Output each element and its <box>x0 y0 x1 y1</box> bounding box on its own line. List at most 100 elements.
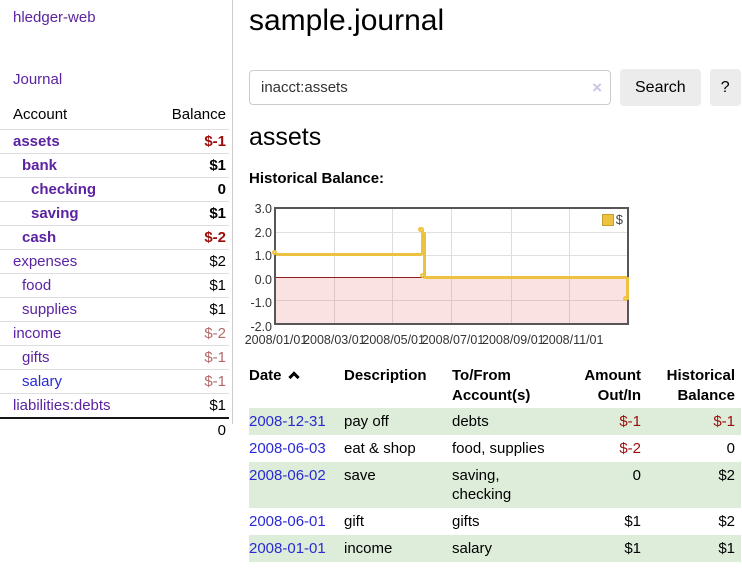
txn-description-cell: pay off <box>344 413 389 430</box>
chart-plot[interactable]: $ <box>271 207 629 325</box>
search-input[interactable] <box>249 70 611 105</box>
txn-date-link[interactable]: 2008-06-03 <box>249 440 326 457</box>
search-button[interactable]: Search <box>620 69 701 106</box>
help-button[interactable]: ? <box>709 69 741 106</box>
account-link[interactable]: gifts <box>22 349 50 366</box>
y-gridline <box>276 231 627 233</box>
x-gridline <box>333 209 335 323</box>
account-balance: $-1 <box>204 133 226 150</box>
data-point-marker <box>419 272 425 278</box>
txn-date-cell: 2008-06-02 <box>249 462 344 508</box>
txn-amount-cell: $-1 <box>619 413 641 430</box>
legend-swatch-icon <box>601 213 614 226</box>
txn-accounts-cell: salary <box>452 540 493 557</box>
balance-column-header-txn: Historical Balance <box>666 367 735 404</box>
txn-accounts-cell: gifts <box>452 513 480 530</box>
txn-date-cell: 2008-06-01 <box>249 508 344 535</box>
data-point-marker <box>271 250 277 256</box>
account-row: bank $1 <box>0 153 229 178</box>
data-point-marker <box>418 227 424 233</box>
account-balance: $-1 <box>204 373 226 390</box>
account-row: salary $-1 <box>0 369 229 394</box>
account-balance: $-1 <box>204 349 226 366</box>
x-gridline <box>510 209 512 323</box>
account-cell: liabilities:debts <box>0 394 151 419</box>
account-cell: supplies <box>0 298 151 322</box>
txn-description-cell: eat & shop <box>344 440 416 457</box>
description-header-label: Description <box>344 367 427 384</box>
account-link[interactable]: liabilities:debts <box>13 397 111 414</box>
txn-balance-cell: $-1 <box>713 413 735 430</box>
accounts-column-header: To/From Account(s) <box>452 367 531 404</box>
txn-table-body: 2008-12-31 pay off debts $-1 $-1 2008-06-03 ea… <box>249 408 741 562</box>
txn-balance-cell: $1 <box>718 540 735 557</box>
txn-date-cell: 2008-06-03 <box>249 435 344 462</box>
total-balance: 0 <box>217 422 226 439</box>
txn-balance-cell: $2 <box>718 513 735 530</box>
account-title: assets <box>249 123 322 151</box>
x-axis: 2008/01/01 2008/03/01 2008/05/01 2008/07/01… <box>245 333 631 349</box>
x-tick-label: 2008/11/01 <box>541 333 604 347</box>
txn-amount-cell: $1 <box>624 540 641 557</box>
txn-balance-cell: $2 <box>718 467 735 484</box>
brand-link[interactable]: hledger-web <box>13 9 96 26</box>
account-link[interactable]: cash <box>22 229 57 246</box>
txn-date-link[interactable]: 2008-06-01 <box>249 513 326 530</box>
transaction-row: 2008-12-31 pay off debts $-1 $-1 <box>249 408 741 435</box>
txn-date-link[interactable]: 2008-01-01 <box>249 540 326 557</box>
account-cell: gifts <box>0 346 151 370</box>
x-tick-label: 2008/01/01 <box>244 333 308 347</box>
txn-amount-cell: 0 <box>632 467 641 484</box>
account-row: liabilities:debts $1 <box>0 393 229 419</box>
account-cell: bank <box>0 154 151 178</box>
sidebar: hledger-web Journal Account Balance asse… <box>0 0 232 582</box>
x-gridline <box>451 209 453 323</box>
account-link[interactable]: expenses <box>13 253 78 270</box>
account-cell: salary <box>0 370 151 394</box>
account-cell: expenses <box>0 250 151 274</box>
account-link[interactable]: supplies <box>22 301 78 318</box>
account-row: food $1 <box>0 273 229 298</box>
x-gridline <box>392 209 394 323</box>
account-cell: income <box>0 322 151 346</box>
clear-search-icon[interactable]: × <box>592 77 602 97</box>
chart-legend: $ <box>599 211 625 228</box>
account-balance: 0 <box>217 181 226 198</box>
series-segment <box>422 231 426 278</box>
description-column-header: Description <box>344 360 452 408</box>
account-balance: $-2 <box>204 325 226 342</box>
transactions-header-row: Date Description To/From Account(s) Amou… <box>249 360 741 408</box>
total-spacer <box>0 418 151 442</box>
account-link[interactable]: income <box>13 325 62 342</box>
y-tick-label: 0.0 <box>254 272 272 287</box>
account-row: gifts $-1 <box>0 345 229 370</box>
account-cell: cash <box>0 226 151 250</box>
account-link[interactable]: salary <box>22 373 63 390</box>
txn-description-cell: save <box>344 467 376 484</box>
total-row: 0 <box>0 418 229 442</box>
account-link[interactable]: assets <box>13 133 60 150</box>
account-cell: assets <box>0 130 151 154</box>
account-cell: saving <box>0 202 151 226</box>
account-table-body: assets $-1 bank $1 checking 0 saving $1 cash $-2 e… <box>0 129 229 419</box>
account-row: assets $-1 <box>0 129 229 154</box>
txn-amount-cell: $-2 <box>619 440 641 457</box>
y-gridline <box>276 254 627 256</box>
series-segment <box>420 231 424 255</box>
txn-amount-cell: $1 <box>624 513 641 530</box>
y-gridline <box>276 300 627 302</box>
txn-date-link[interactable]: 2008-12-31 <box>249 413 326 430</box>
x-gridline <box>569 209 571 323</box>
y-tick-label: 2.0 <box>254 225 272 240</box>
txn-accounts-cell: debts <box>452 413 489 430</box>
account-link[interactable]: food <box>22 277 52 294</box>
account-link[interactable]: checking <box>31 181 97 198</box>
account-link[interactable]: bank <box>22 157 58 174</box>
account-link[interactable]: saving <box>31 205 79 222</box>
negative-region <box>276 277 627 323</box>
txn-description-cell: income <box>344 540 393 557</box>
sidebar-item-journal[interactable]: Journal <box>13 71 63 88</box>
txn-date-link[interactable]: 2008-06-02 <box>249 467 326 484</box>
series-segment <box>625 277 629 301</box>
account-row: checking 0 <box>0 177 229 202</box>
